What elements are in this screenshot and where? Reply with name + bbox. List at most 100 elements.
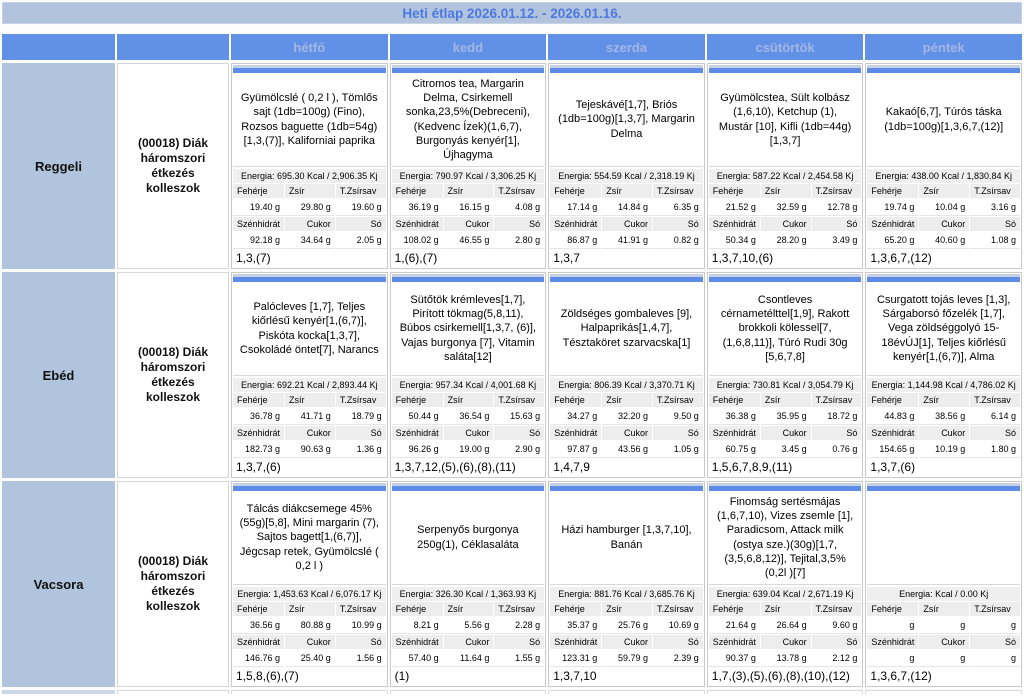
sugar-value: 19.00 g	[443, 441, 494, 458]
cell-blue-bar	[550, 486, 703, 491]
cell-top-accent	[391, 274, 545, 277]
menu-cell: Palócleves [1,7], Teljes kiőrlésű kenyér…	[231, 272, 388, 478]
menu-cell: Házi hamburger [1,3,7,10], Banán Energia…	[548, 481, 705, 687]
fat-header: Zsír	[760, 184, 811, 198]
carb-header: Szénhidrát	[391, 426, 443, 440]
protein-value: 44.83 g	[867, 408, 919, 425]
fat-value: 5.56 g	[443, 617, 494, 634]
transfat-value: 15.63 g	[494, 408, 545, 425]
fat-value: 10.04 g	[919, 199, 970, 216]
energy-line: Energia: 806.39 Kcal / 3,370.71 Kj	[550, 378, 703, 392]
protein-header: Fehérje	[867, 602, 919, 616]
cell-blue-bar	[233, 68, 386, 73]
carb-header: Szénhidrát	[550, 426, 602, 440]
transfat-header: T.Zsírsav	[970, 184, 1020, 198]
salt-value: 0.82 g	[653, 232, 703, 249]
fat-value: 41.71 g	[285, 408, 335, 425]
fat-header: Zsír	[760, 393, 811, 407]
cell-blue-bar	[867, 277, 1020, 282]
menu-items-text: Finomság sertésmájas (1,6,7,10), Vizes z…	[708, 491, 862, 585]
nutrition-table: Fehérje Zsír T.Zsírsav 21.64 g 26.64 g 9…	[708, 602, 862, 667]
salt-value: 1.08 g	[970, 232, 1020, 249]
cell-blue-bar	[233, 486, 386, 491]
breakfast-row: Reggeli (00018) Diák háromszori étkezés …	[2, 63, 1022, 269]
sugar-header: Cukor	[760, 635, 811, 649]
salt-header: Só	[494, 635, 545, 649]
salt-header: Só	[970, 426, 1020, 440]
fat-value: 25.76 g	[602, 617, 652, 634]
fat-value: g	[919, 617, 970, 634]
energy-line: Energia: 1,453.63 Kcal / 6,076.17 Kj	[233, 587, 386, 601]
cell-top-accent	[391, 65, 545, 68]
protein-value: 17.14 g	[550, 199, 602, 216]
menu-items-text: Sütőtök krémleves[1,7], Pirított tökmag(…	[391, 282, 545, 376]
salt-header: Só	[335, 217, 386, 231]
protein-header: Fehérje	[391, 393, 443, 407]
allergen-codes: 1,3,7,(6)	[870, 460, 916, 474]
allergen-codes: (1)	[394, 669, 410, 683]
carb-value: 65.20 g	[867, 232, 919, 249]
cell-top-accent	[233, 274, 386, 277]
fat-header: Zsír	[602, 602, 652, 616]
transfat-value: 4.08 g	[494, 199, 545, 216]
salt-value: 0.76 g	[811, 441, 862, 458]
carb-header: Szénhidrát	[391, 217, 443, 231]
menu-cell: Zöldséges gombaleves [9], Halpaprikás[1,…	[548, 272, 705, 478]
allergen-codes: 1,3,7,10	[553, 669, 597, 683]
menu-items-text: Csurgatott tojás leves [1,3], Sárgaborsó…	[867, 282, 1020, 376]
energy-line: Energia: 587.22 Kcal / 2,454.58 Kj	[708, 169, 862, 183]
menu-items-text: Csontleves cérnametélttel[1,9], Rakott b…	[708, 282, 862, 376]
cell-top-accent	[550, 65, 703, 68]
cell-blue-bar	[391, 68, 545, 73]
sugar-value: g	[919, 650, 970, 667]
protein-header: Fehérje	[550, 393, 602, 407]
diet-label: (00018) Diák háromszori étkezés kolleszo…	[117, 481, 229, 687]
carb-header: Szénhidrát	[708, 217, 760, 231]
sugar-header: Cukor	[602, 635, 652, 649]
allergen-codes: 1,(6),(7)	[394, 251, 438, 265]
protein-value: 8.21 g	[391, 617, 443, 634]
salt-header: Só	[811, 635, 862, 649]
fat-value: 32.59 g	[760, 199, 811, 216]
cell-top-accent	[233, 65, 386, 68]
salt-value: 2.39 g	[653, 650, 703, 667]
dinner-row: Vacsora (00018) Diák háromszori étkezés …	[2, 481, 1022, 687]
protein-value: 36.19 g	[391, 199, 443, 216]
transfat-value: 18.72 g	[811, 408, 862, 425]
menu-cell: Sütőtök krémleves[1,7], Pirított tökmag(…	[389, 272, 547, 478]
menu-items-text: Zöldséges gombaleves [9], Halpaprikás[1,…	[550, 282, 703, 376]
transfat-header: T.Zsírsav	[494, 602, 545, 616]
next-row-sliver	[2, 690, 1022, 694]
allergen-codes: 1,7,(3),(5),(6),(8),(10),(12)	[711, 669, 850, 683]
carb-value: g	[867, 650, 919, 667]
sliver-cell	[231, 690, 388, 694]
carb-value: 154.65 g	[867, 441, 919, 458]
fat-header: Zsír	[602, 184, 652, 198]
protein-header: Fehérje	[233, 602, 285, 616]
protein-value: 50.44 g	[391, 408, 443, 425]
diet-label: (00018) Diák háromszori étkezés kolleszo…	[117, 272, 229, 478]
energy-line: Energia: 554.59 Kcal / 2,318.19 Kj	[550, 169, 703, 183]
menu-cell: Tálcás diákcsemege 45% (55g)[5,8], Mini …	[231, 481, 388, 687]
sugar-value: 25.40 g	[285, 650, 335, 667]
salt-header: Só	[970, 217, 1020, 231]
cell-blue-bar	[708, 486, 862, 491]
transfat-header: T.Zsírsav	[653, 393, 703, 407]
sugar-value: 3.45 g	[760, 441, 811, 458]
sugar-header: Cukor	[602, 426, 652, 440]
salt-value: 2.90 g	[494, 441, 545, 458]
salt-value: 1.56 g	[335, 650, 386, 667]
meal-label-breakfast: Reggeli	[2, 63, 115, 269]
carb-value: 50.34 g	[708, 232, 760, 249]
sliver-cell	[389, 690, 547, 694]
fat-value: 35.95 g	[760, 408, 811, 425]
cell-top-accent	[233, 483, 386, 486]
header-tuesday: kedd	[389, 34, 547, 60]
fat-header: Zsír	[443, 184, 494, 198]
nutrition-table: Fehérje Zsír T.Zsírsav 34.27 g 32.20 g 9…	[550, 393, 703, 458]
sugar-value: 34.64 g	[285, 232, 335, 249]
allergen-codes: 1,3,7,12,(5),(6),(8),(11)	[394, 460, 516, 474]
sugar-header: Cukor	[285, 635, 335, 649]
menu-cell: Energia: Kcal / 0.00 Kj Fehérje Zsír T.Z…	[865, 481, 1022, 687]
salt-value: 1.55 g	[494, 650, 545, 667]
